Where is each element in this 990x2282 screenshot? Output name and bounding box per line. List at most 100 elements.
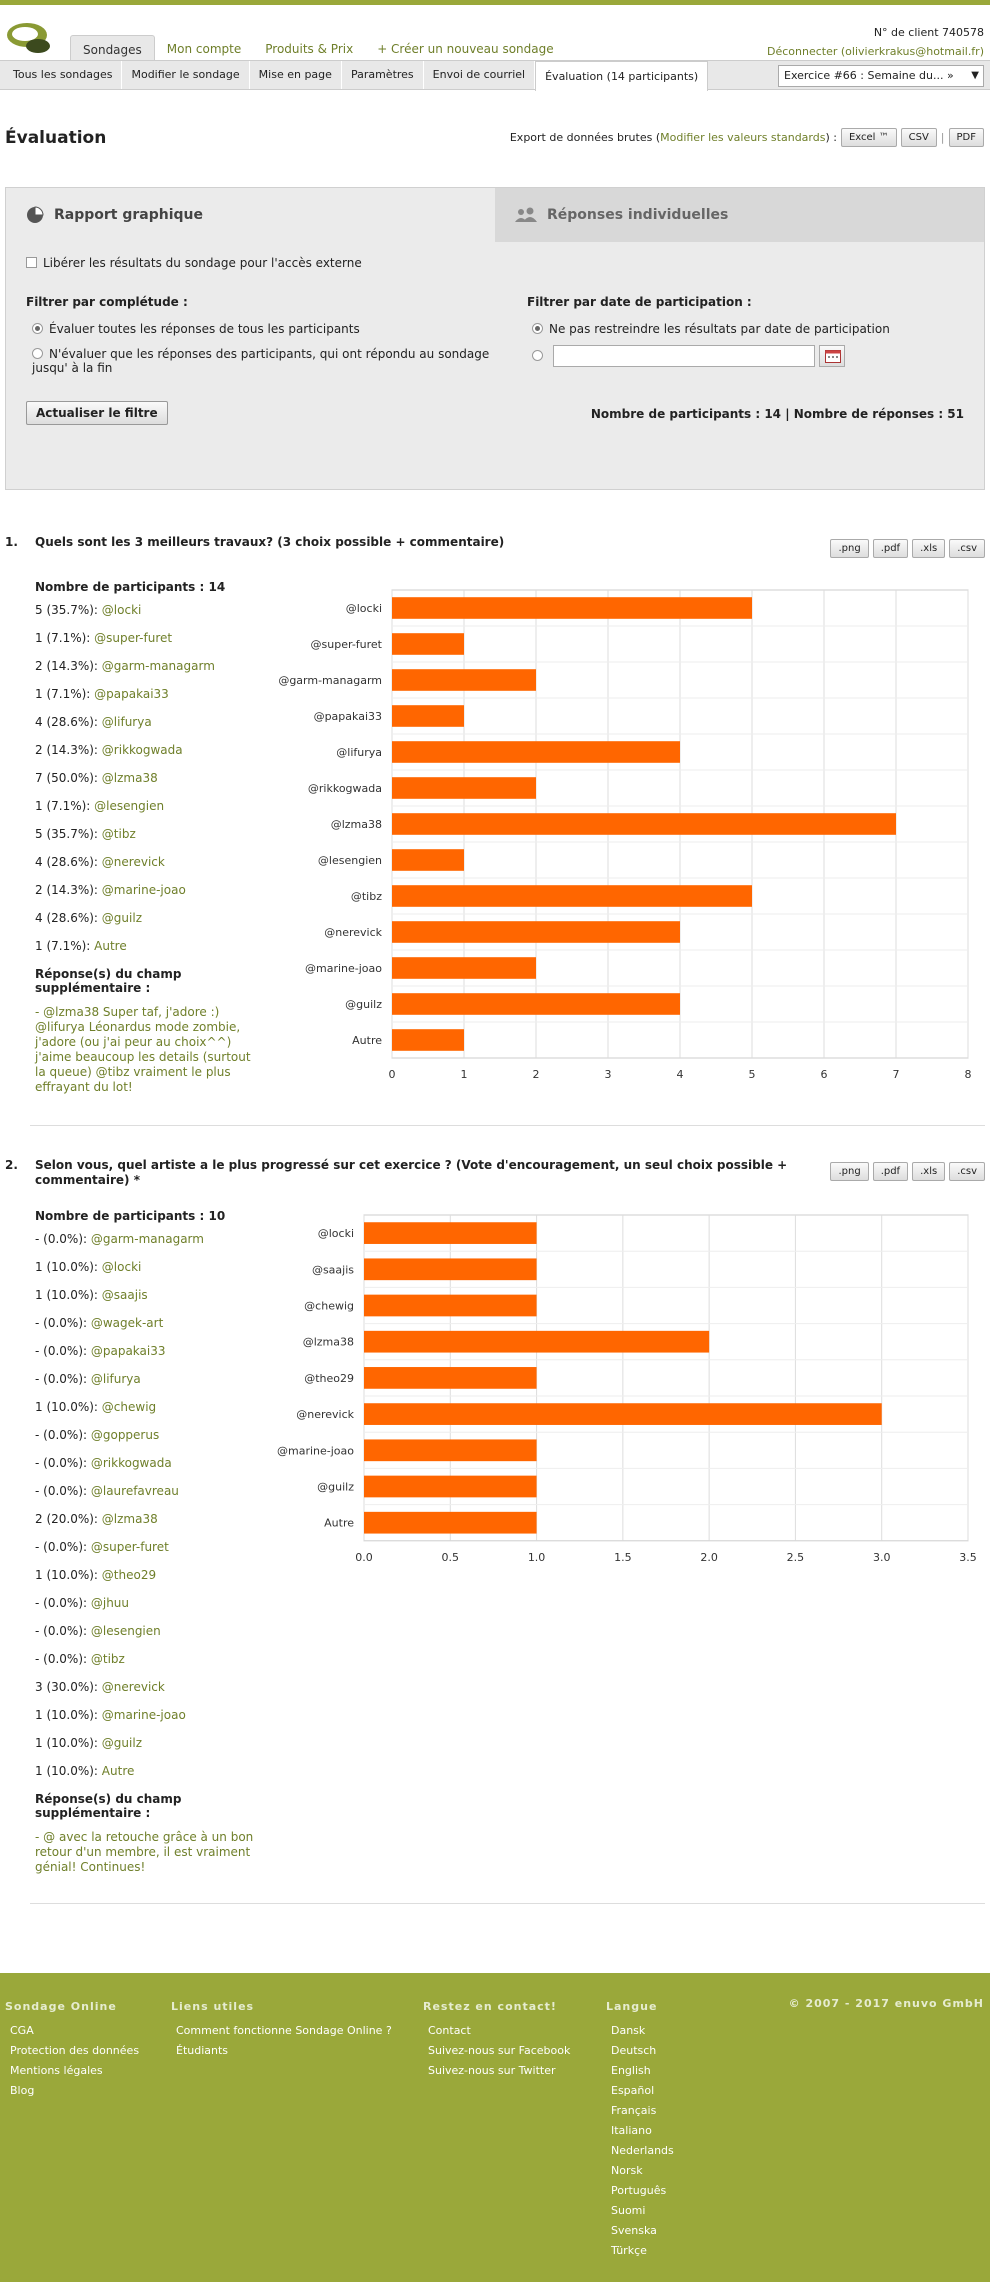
question-1-results: Nombre de participants : 14 5 (35.7%): @… — [35, 580, 255, 1095]
main-tabs: Sondages Mon compte Produits & Prix + Cr… — [70, 35, 566, 63]
tab-sondages[interactable]: Sondages — [70, 35, 155, 63]
bar — [364, 1403, 882, 1425]
subnav-email[interactable]: Envoi de courriel — [424, 61, 536, 89]
footer-link[interactable]: Contact — [428, 2024, 471, 2037]
footer-link[interactable]: Suivez-nous sur Twitter — [428, 2064, 556, 2077]
bar — [392, 849, 464, 871]
answer-row: - (0.0%): @wagek-art — [35, 1316, 255, 1344]
answer-name: @lesengien — [90, 1624, 161, 1638]
footer-link[interactable]: Deutsch — [611, 2044, 657, 2057]
answer-name: Autre — [94, 939, 127, 953]
answer-name: @guilz — [101, 1736, 142, 1750]
answer-row: 1 (7.1%): Autre — [35, 939, 255, 967]
footer-link[interactable]: Protection des données — [10, 2044, 140, 2057]
category-label: @theo29 — [304, 1372, 354, 1385]
answer-row: 2 (14.3%): @marine-joao — [35, 883, 255, 911]
subnav-edit-survey[interactable]: Modifier le sondage — [122, 61, 250, 89]
category-label: @locki — [346, 602, 382, 615]
filter-date-title: Filtrer par date de participation : — [527, 295, 752, 309]
footer-link[interactable]: Blog — [10, 2084, 35, 2097]
export-excel-button[interactable]: Excel ™ — [840, 128, 897, 147]
q1-export-xls-button[interactable]: .xls — [912, 539, 946, 558]
category-label: @tibz — [351, 890, 382, 903]
chevron-down-icon: ▼ — [971, 70, 979, 81]
category-label: @marine-joao — [305, 962, 382, 975]
survey-select[interactable]: Exercice #66 : Semaine du... » ▼ — [778, 65, 984, 87]
subnav-evaluation[interactable]: Évaluation (14 participants) — [535, 61, 709, 91]
subnav-layout[interactable]: Mise en page — [250, 61, 342, 89]
question-2-chart: 0.0 0.5 1.0 1.5 2.0 2.5 3.0 3.5 @locki @saajis @ch… — [277, 1214, 977, 1564]
export-csv-button[interactable]: CSV — [900, 128, 937, 147]
footer-link[interactable]: Français — [611, 2104, 657, 2117]
footer-link[interactable]: Suomi — [611, 2204, 646, 2217]
answer-row: 5 (35.7%): @tibz — [35, 827, 255, 855]
footer-link[interactable]: Türkçe — [611, 2244, 647, 2257]
question-1-chart: 0 1 2 3 4 5 6 7 8 @locki @super-furet @garm-managar… — [278, 589, 972, 1081]
footer-col2-title: Liens utiles — [171, 2000, 255, 2013]
footer-link[interactable]: Svenska — [611, 2224, 657, 2237]
q1-export-csv-button[interactable]: .csv — [949, 539, 985, 558]
category-label: @chewig — [304, 1300, 354, 1313]
date-none-radio[interactable] — [532, 323, 543, 334]
footer-link[interactable]: Nederlands — [611, 2144, 674, 2157]
answer-count: 1 (7.1%): — [35, 631, 95, 645]
footer-link[interactable]: Norsk — [611, 2164, 643, 2177]
x-tick-label: 2.5 — [787, 1551, 805, 1564]
q2-export-png-button[interactable]: .png — [830, 1162, 869, 1181]
answer-name: @marine-joao — [101, 1708, 186, 1722]
footer-link[interactable]: Português — [611, 2184, 667, 2197]
x-tick-label: 1.0 — [528, 1551, 546, 1564]
logout-link[interactable]: Déconnecter (olivierkrakus@hotmail.fr) — [767, 45, 984, 58]
q1-export-png-button[interactable]: .png — [830, 539, 869, 558]
answer-name: @lesengien — [94, 799, 165, 813]
answer-name: @lifurya — [101, 715, 152, 729]
logo-icon[interactable] — [5, 21, 53, 55]
footer-link[interactable]: Étudiants — [176, 2044, 229, 2057]
answer-count: 1 (7.1%): — [35, 939, 95, 953]
bar — [364, 1367, 537, 1389]
footer-link[interactable]: Comment fonctionne Sondage Online ? — [176, 2024, 392, 2037]
footer-col3-title: Restez en contact! — [423, 2000, 557, 2013]
tab-mon-compte[interactable]: Mon compte — [166, 42, 242, 56]
export-pdf-button[interactable]: PDF — [948, 128, 984, 147]
date-range-radio[interactable] — [532, 349, 543, 361]
answer-name: @tibz — [90, 1652, 125, 1666]
copyright: © 2007 - 2017 enuvo GmbH — [788, 1997, 984, 2010]
answer-row: 1 (10.0%): @marine-joao — [35, 1708, 255, 1736]
q2-export-csv-button[interactable]: .csv — [949, 1162, 985, 1181]
answer-row: 1 (10.0%): @saajis — [35, 1288, 255, 1316]
tab-individual-responses[interactable]: Réponses individuelles — [495, 188, 984, 242]
q2-export-pdf-button[interactable]: .pdf — [872, 1162, 909, 1181]
q2-export-xls-button[interactable]: .xls — [912, 1162, 946, 1181]
update-filter-button[interactable]: Actualiser le filtre — [26, 401, 168, 425]
q1-export-pdf-button[interactable]: .pdf — [872, 539, 909, 558]
modify-defaults-link[interactable]: Modifier les valeurs standards — [660, 131, 826, 144]
footer-link[interactable]: Suivez-nous sur Facebook — [428, 2044, 571, 2057]
subnav-settings[interactable]: Paramètres — [342, 61, 424, 89]
footer-link[interactable]: English — [611, 2064, 651, 2077]
completion-finished-radio[interactable] — [32, 348, 43, 359]
users-icon — [515, 207, 537, 222]
tab-produits-prix[interactable]: Produits & Prix — [265, 42, 354, 56]
update-filter-wrap: Actualiser le filtre — [26, 401, 168, 425]
sub-navigation: Tous les sondages Modifier le sondage Mi… — [0, 60, 990, 91]
footer-col-contact: Restez en contact! Contact Suivez-nous su… — [423, 1997, 570, 2081]
footer-link[interactable]: Mentions légales — [10, 2064, 103, 2077]
bar — [364, 1439, 537, 1462]
footer-link[interactable]: Español — [611, 2084, 655, 2097]
tab-creer-sondage[interactable]: + Créer un nouveau sondage — [377, 42, 554, 56]
date-input[interactable] — [552, 345, 815, 367]
tab-graphic-report[interactable]: Rapport graphique — [6, 188, 495, 242]
answer-row: 1 (10.0%): Autre — [35, 1764, 255, 1792]
external-access-checkbox[interactable] — [26, 257, 37, 268]
completion-all-radio[interactable] — [32, 323, 43, 334]
answer-row: - (0.0%): @super-furet — [35, 1540, 255, 1568]
subnav-all-surveys[interactable]: Tous les sondages — [4, 61, 123, 89]
footer-link[interactable]: Italiano — [611, 2124, 652, 2137]
footer-link[interactable]: Dansk — [611, 2024, 646, 2037]
answer-name: @lzma38 — [101, 771, 158, 785]
tab-graphic-report-label: Rapport graphique — [54, 207, 204, 223]
x-tick-label: 0 — [389, 1068, 396, 1081]
footer-link[interactable]: CGA — [10, 2024, 34, 2037]
calendar-button[interactable] — [818, 345, 845, 367]
